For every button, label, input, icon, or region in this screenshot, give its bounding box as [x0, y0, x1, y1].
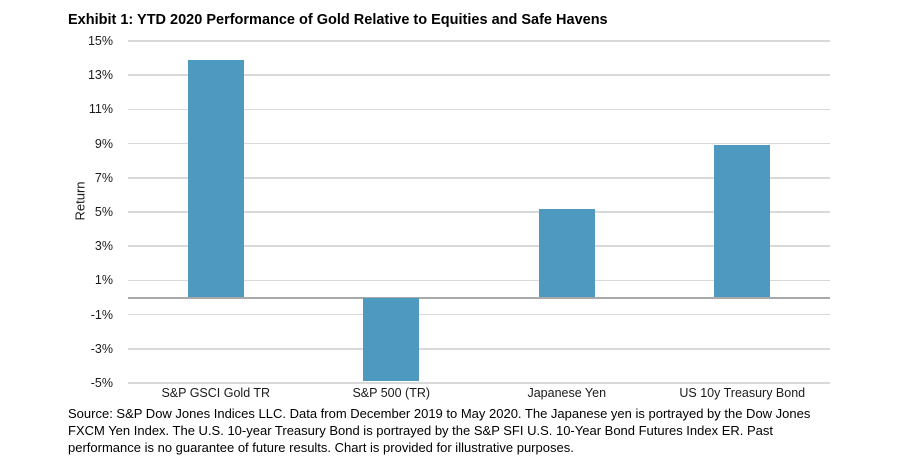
x-category-label-japanese-yen: Japanese Yen: [527, 386, 607, 400]
x-category-label-s-p-500-tr: S&P 500 (TR): [352, 386, 431, 400]
source-line: Source: S&P Dow Jones Indices LLC. Data …: [68, 406, 811, 421]
y-tick-label: -1%: [90, 307, 113, 322]
plot-area: [128, 40, 830, 384]
y-tick-label: -5%: [90, 376, 113, 390]
y-tick-label: 9%: [94, 136, 113, 151]
chart-title: Exhibit 1: YTD 2020 Performance of Gold …: [68, 12, 608, 28]
bar-s-p-gsci-gold-tr: [187, 59, 244, 298]
y-tick-label: 1%: [94, 273, 113, 288]
gridline: [128, 279, 830, 282]
y-tick-label: 11%: [88, 102, 113, 117]
gridline: [128, 108, 830, 111]
gridline: [128, 40, 830, 42]
x-category-label-s-p-gsci-gold-tr: S&P GSCI Gold TR: [161, 386, 271, 400]
gridline: [128, 74, 830, 76]
bar-japanese-yen: [538, 208, 595, 298]
y-tick-label: 7%: [94, 170, 113, 185]
y-axis-tick-labels: 15% 13% 11% 9% 7% 5% 3% 1% -1% -3% -5%: [40, 34, 113, 390]
source-line: FXCM Yen Index. The U.S. 10-year Treasur…: [68, 423, 774, 439]
source-line: performance is no guarantee of future re…: [68, 440, 574, 456]
gridline: [128, 211, 830, 213]
gridline: [128, 142, 830, 145]
gridline: [128, 313, 830, 316]
x-axis-category-labels: S&P GSCI Gold TR S&P 500 (TR) Japanese Yen…: [128, 386, 830, 402]
source-note: Source: S&P Dow Jones Indices LLC. Data …: [68, 405, 868, 457]
gridline: [128, 177, 830, 179]
y-tick-label: 5%: [94, 205, 113, 219]
bar-s-p-500-tr: [363, 297, 420, 382]
y-tick-label: 3%: [94, 239, 113, 254]
x-category-label-us-10y-treasury-bond: US 10y Treasury Bond: [679, 386, 806, 400]
gridline: [128, 382, 830, 384]
zero-axis-line: [128, 296, 830, 299]
y-tick-label: 15%: [87, 34, 113, 48]
bar-us-10y-treasury-bond: [714, 145, 771, 298]
gridline: [128, 348, 830, 350]
y-tick-label: -3%: [90, 341, 113, 356]
gridline: [128, 245, 830, 247]
y-tick-label: 13%: [87, 68, 113, 83]
